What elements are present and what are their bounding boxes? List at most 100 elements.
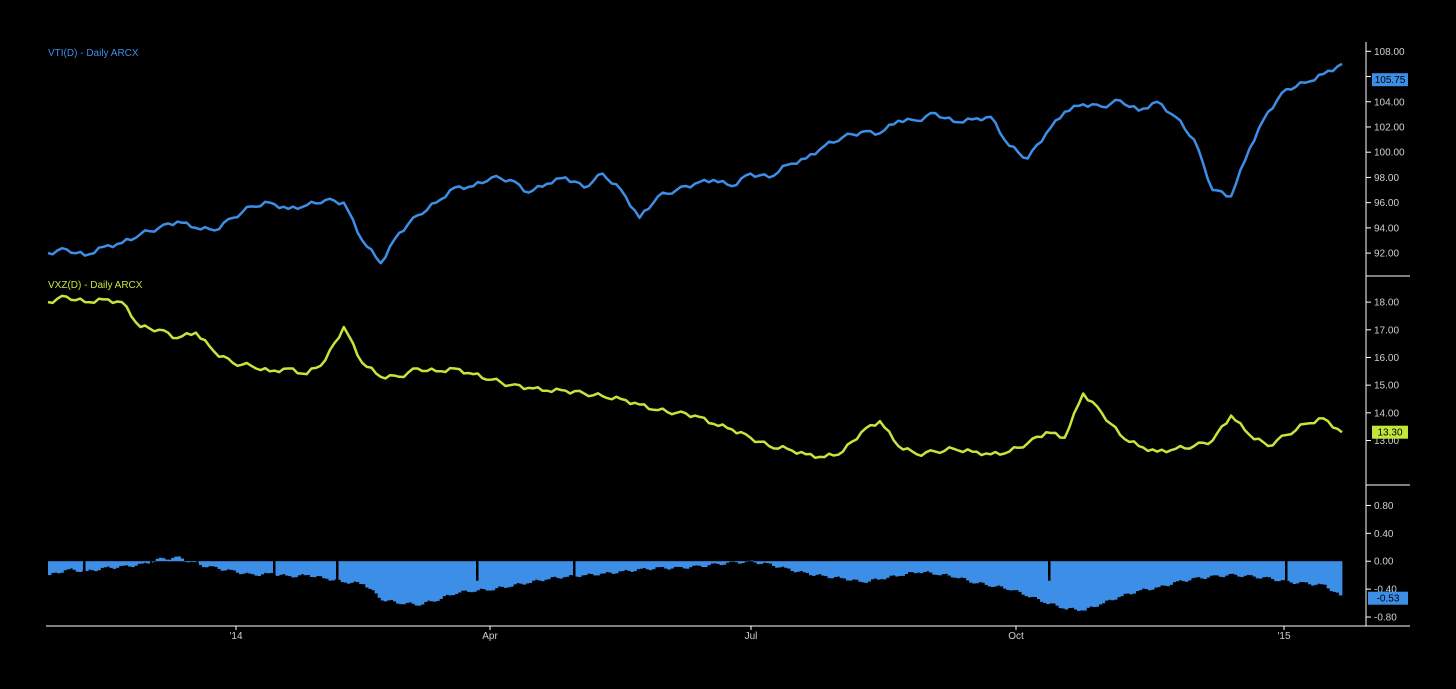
corr-bar	[842, 561, 847, 579]
corr-bar	[158, 557, 163, 562]
corr-bar	[463, 561, 468, 591]
corr-bar	[143, 561, 147, 563]
corr-bar	[1261, 561, 1266, 578]
corr-bar	[266, 561, 271, 574]
corr-bar	[698, 561, 702, 566]
corr-bar	[562, 561, 566, 578]
corr-bar	[1246, 561, 1250, 575]
corr-bar	[1024, 561, 1029, 597]
corr-bar	[577, 561, 582, 577]
corr-bar	[294, 561, 298, 578]
corr-bar	[1092, 561, 1096, 607]
corr-bar	[1144, 561, 1149, 590]
corr-bar	[128, 561, 132, 567]
y-tick-label: 102.00	[1374, 122, 1405, 133]
corr-bar	[944, 561, 949, 574]
corr-bar	[430, 561, 434, 602]
corr-bar	[100, 561, 104, 568]
corr-bar	[235, 561, 240, 573]
corr-bar	[534, 561, 539, 580]
corr-bar	[633, 561, 637, 572]
corr-bar	[186, 561, 191, 563]
corr-bar	[72, 561, 77, 570]
corr-bar	[688, 561, 693, 568]
corr-bar	[88, 561, 92, 570]
corr-bar	[981, 561, 985, 583]
corr-bar	[510, 561, 514, 587]
corr-gap	[748, 561, 751, 581]
y-tick-label: 16.00	[1374, 353, 1399, 364]
corr-bar	[63, 561, 67, 571]
corr-bar	[1243, 561, 1247, 576]
corr-bar	[947, 561, 952, 576]
corr-bar	[1209, 561, 1213, 576]
corr-bar	[208, 561, 212, 567]
corr-bar	[66, 561, 70, 570]
corr-bar	[1277, 561, 1281, 582]
corr-bar	[642, 561, 647, 568]
corr-bar	[923, 561, 927, 572]
corr-bar	[858, 561, 862, 582]
corr-bar	[1191, 561, 1195, 579]
corr-bar	[926, 561, 930, 572]
corr-bar	[229, 561, 234, 570]
corr-bar	[648, 561, 653, 571]
corr-bar	[596, 561, 600, 576]
corr-bar	[975, 561, 979, 584]
corr-gap	[336, 561, 339, 581]
x-label-apr: Apr	[482, 631, 498, 642]
corr-bar	[768, 561, 773, 564]
corr-bar	[365, 561, 369, 588]
corr-bar	[507, 561, 511, 588]
corr-bar	[932, 561, 936, 575]
corr-bar	[140, 561, 144, 564]
corr-bar	[380, 561, 385, 601]
corr-bar	[787, 561, 791, 569]
corr-bar	[1231, 561, 1235, 574]
corr-bar	[313, 561, 317, 578]
corr-bar	[781, 561, 785, 567]
corr-bar	[725, 561, 730, 563]
corr-bar	[990, 561, 995, 587]
corr-bar	[519, 561, 523, 584]
corr-bar	[1258, 561, 1263, 579]
corr-bar	[69, 561, 74, 569]
corr-bar	[602, 561, 607, 574]
corr-bar	[1138, 561, 1143, 591]
corr-bar	[467, 561, 471, 592]
corr-bar	[454, 561, 459, 594]
corr-bar	[1237, 561, 1241, 577]
corr-bar	[325, 561, 329, 579]
corr-bar	[1114, 561, 1118, 600]
corr-bar	[651, 561, 656, 570]
corr-bar	[177, 556, 181, 562]
corr-bar	[171, 557, 175, 562]
corr-bar	[1184, 561, 1189, 582]
corr-bar	[1086, 561, 1090, 608]
corr-bar	[541, 561, 545, 582]
vxz-axis-ticks: 13.00 14.00 15.00 16.00 17.00 18.00	[1366, 298, 1399, 447]
corr-bar	[904, 561, 908, 574]
vxz-series-line	[47, 294, 1343, 460]
corr-bar	[516, 561, 520, 584]
corr-bar	[1154, 561, 1158, 588]
corr-bar	[211, 561, 215, 567]
corr-bar	[205, 561, 209, 568]
corr-bar	[852, 561, 856, 580]
corr-bar	[889, 561, 893, 576]
corr-bar	[1027, 561, 1032, 598]
corr-bar	[399, 561, 403, 605]
corr-bar	[846, 561, 850, 581]
corr-bar	[584, 561, 588, 576]
corr-bar	[408, 561, 412, 603]
corr-bar	[1074, 561, 1078, 610]
corr-bar	[593, 561, 597, 576]
corr-bar	[966, 561, 970, 581]
corr-bar	[390, 561, 394, 600]
corr-bar	[1157, 561, 1161, 588]
corr-bar	[870, 561, 875, 580]
corr-bar	[778, 561, 782, 568]
corr-bar	[460, 561, 465, 591]
corr-bar	[1218, 561, 1223, 577]
corr-bar	[901, 561, 905, 576]
